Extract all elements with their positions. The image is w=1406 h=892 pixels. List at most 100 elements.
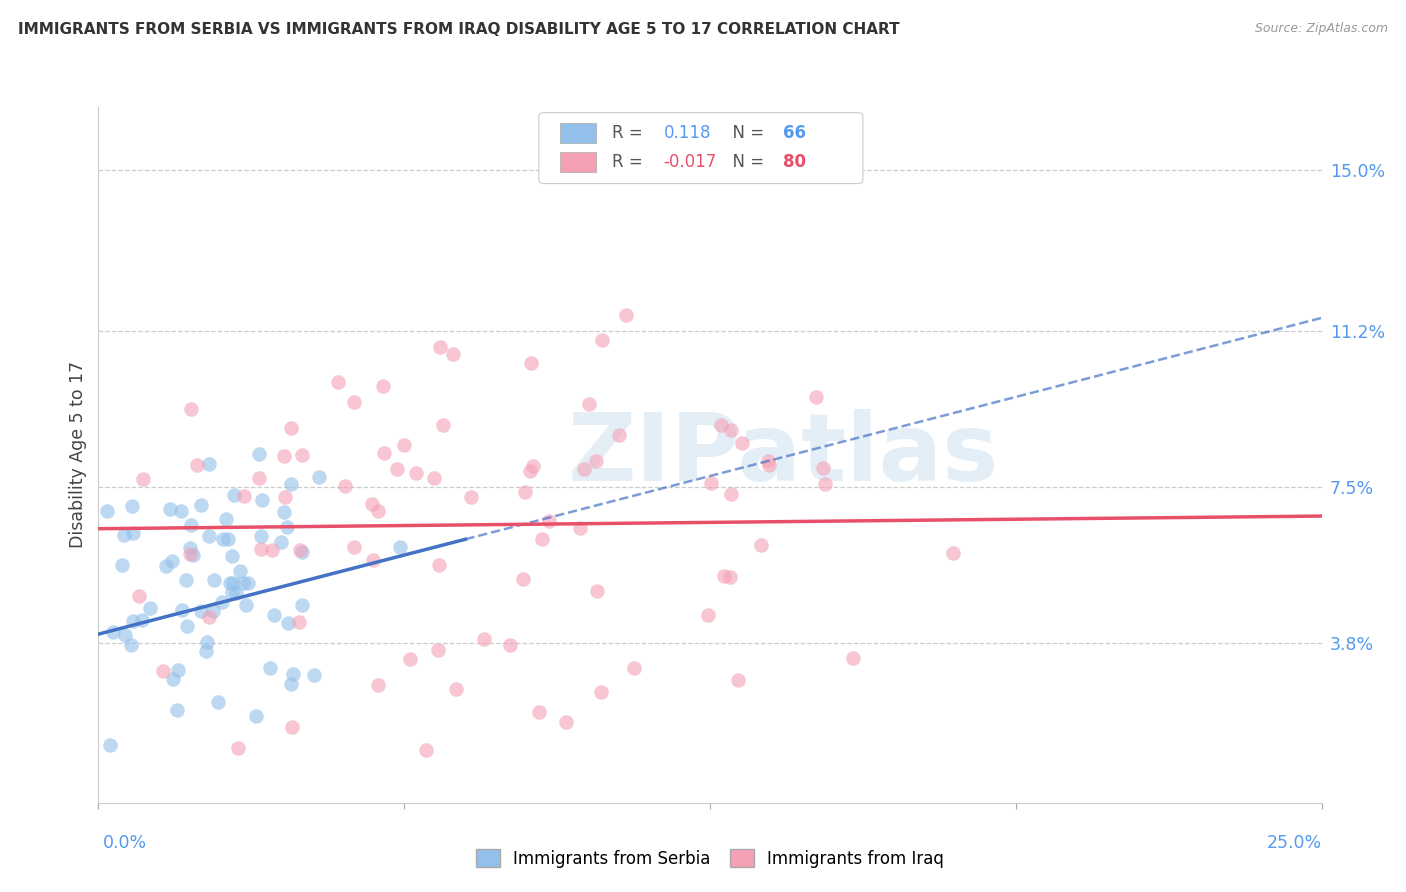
Point <box>290 542 312 557</box>
Point <box>302 667 325 681</box>
Point <box>308 469 330 483</box>
Point <box>120 639 142 653</box>
Point <box>367 504 389 518</box>
Point <box>139 601 162 615</box>
Point <box>262 543 284 558</box>
Point <box>170 504 193 518</box>
Point <box>245 709 267 723</box>
Point <box>201 604 224 618</box>
Point <box>291 598 314 612</box>
Point <box>179 541 201 556</box>
Point <box>249 529 271 543</box>
Text: 0.118: 0.118 <box>664 124 711 142</box>
Point <box>172 603 194 617</box>
Point <box>218 575 240 590</box>
Point <box>326 375 349 389</box>
Point <box>198 529 221 543</box>
Point <box>429 340 451 354</box>
Point <box>591 334 613 348</box>
Point <box>280 677 302 691</box>
Text: 0.0%: 0.0% <box>103 834 146 852</box>
Text: Source: ZipAtlas.com: Source: ZipAtlas.com <box>1254 22 1388 36</box>
Point <box>197 609 219 624</box>
Point <box>128 590 150 604</box>
Point <box>427 643 450 657</box>
Bar <box>560 153 596 172</box>
Point <box>444 682 467 697</box>
Point <box>194 643 217 657</box>
Point <box>121 499 143 513</box>
Text: R =: R = <box>612 124 648 142</box>
Point <box>607 427 630 442</box>
Point <box>273 506 295 520</box>
Point <box>713 568 735 582</box>
Point <box>180 401 202 416</box>
Point <box>727 673 749 687</box>
Point <box>280 476 302 491</box>
Point <box>367 678 389 692</box>
Text: N =: N = <box>723 124 769 142</box>
Point <box>222 575 245 590</box>
Point <box>388 540 411 554</box>
Point <box>363 553 385 567</box>
Point <box>247 447 270 461</box>
Point <box>720 487 742 501</box>
Point <box>263 607 285 622</box>
Point <box>522 459 544 474</box>
Point <box>405 466 427 480</box>
Point <box>460 491 482 505</box>
Bar <box>560 123 596 143</box>
Point <box>585 454 607 468</box>
Point <box>697 608 720 623</box>
Point <box>232 576 254 591</box>
Point <box>225 586 247 600</box>
Point <box>202 573 225 587</box>
Point <box>842 650 865 665</box>
Point <box>195 635 218 649</box>
Point <box>720 423 742 437</box>
Point <box>578 397 600 411</box>
Point <box>98 738 121 752</box>
Point <box>276 520 298 534</box>
Point <box>183 548 205 562</box>
Point <box>415 743 437 757</box>
Point <box>591 685 613 699</box>
Point <box>392 438 415 452</box>
Point <box>731 435 754 450</box>
Point <box>277 616 299 631</box>
Point <box>259 661 281 675</box>
Point <box>554 714 576 729</box>
Text: 80: 80 <box>783 153 807 171</box>
Point <box>114 628 136 642</box>
Point <box>513 484 536 499</box>
Point <box>710 417 733 432</box>
Point <box>226 741 249 756</box>
Text: N =: N = <box>723 153 769 171</box>
Point <box>427 558 450 572</box>
Point <box>423 471 446 485</box>
Point <box>236 576 259 591</box>
Point <box>280 421 302 435</box>
Point <box>280 720 302 734</box>
Point <box>804 390 827 404</box>
Point <box>749 538 772 552</box>
Point <box>159 501 181 516</box>
Text: 25.0%: 25.0% <box>1267 834 1322 852</box>
Point <box>287 615 309 630</box>
Point <box>758 458 780 472</box>
Point <box>373 379 395 393</box>
Point <box>614 308 637 322</box>
Point <box>215 512 238 526</box>
Point <box>211 595 233 609</box>
Point <box>96 504 118 518</box>
Point <box>441 347 464 361</box>
Point <box>112 528 135 542</box>
Point <box>499 638 522 652</box>
Point <box>291 448 314 462</box>
Point <box>281 666 304 681</box>
Point <box>221 585 243 599</box>
Y-axis label: Disability Age 5 to 17: Disability Age 5 to 17 <box>69 361 87 549</box>
Point <box>718 570 741 584</box>
Point <box>222 488 245 502</box>
Point <box>176 619 198 633</box>
